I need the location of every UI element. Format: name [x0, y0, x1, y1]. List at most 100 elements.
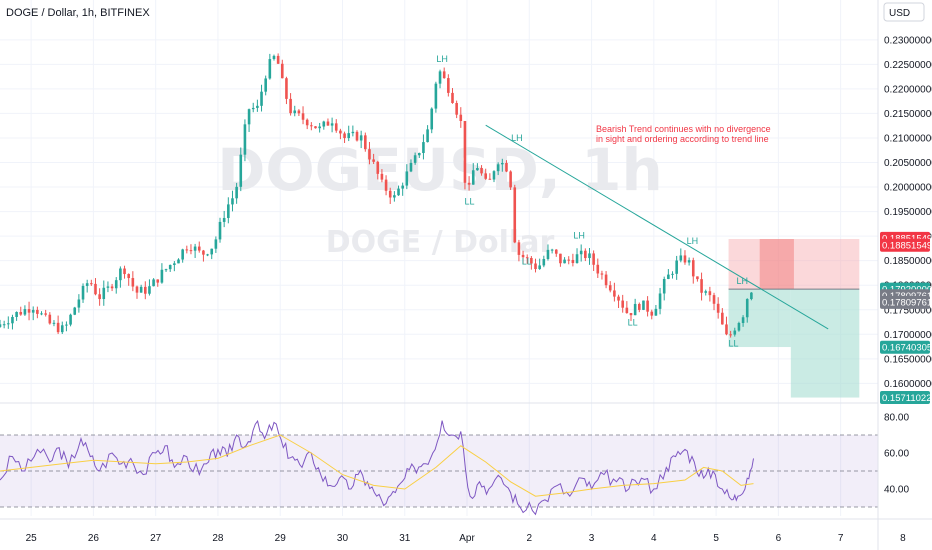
candle-body — [480, 168, 483, 174]
candle-body — [691, 260, 695, 277]
currency-button-label[interactable]: USD — [889, 8, 910, 19]
candle-body — [530, 257, 533, 264]
take-profit-zone-2[interactable] — [790, 289, 860, 398]
candle-body — [44, 313, 47, 315]
price-tag-label[interactable]: 0.18851549 — [882, 241, 932, 252]
candle-body — [401, 185, 404, 189]
price-tick-label[interactable]: 0.17000000 — [884, 330, 932, 341]
candle-body — [496, 164, 500, 172]
price-tag[interactable] — [880, 238, 930, 252]
take-profit-zone-1[interactable] — [728, 289, 791, 348]
candle-body — [334, 123, 338, 131]
swing-label: LH — [573, 231, 585, 241]
candle-body — [417, 153, 421, 156]
rsi-tick-label[interactable]: 40.00 — [884, 485, 909, 496]
price-tick-label[interactable]: 0.20500000 — [884, 158, 932, 169]
analysis-note-line1[interactable]: Bearish Trend continues with no divergen… — [596, 124, 771, 134]
time-tick-label[interactable]: 28 — [212, 533, 224, 544]
candle-body — [231, 198, 234, 205]
price-tag-label[interactable]: 0.15711022 — [882, 393, 932, 404]
time-tick-label[interactable]: 31 — [399, 533, 411, 544]
price-tick-label[interactable]: 0.17500000 — [884, 305, 932, 316]
rsi-axis[interactable]: 80.00 60.00 40.00 — [884, 413, 909, 496]
candle-body — [272, 55, 276, 60]
time-tick-label[interactable]: 26 — [88, 533, 100, 544]
symbol-title[interactable]: DOGE / Dollar, 1h, BITFINEX — [6, 7, 150, 19]
time-tick-label[interactable]: 6 — [776, 533, 782, 544]
candle-body — [177, 259, 180, 264]
time-tick-label[interactable]: 25 — [26, 533, 38, 544]
candle-body — [98, 294, 101, 300]
swing-label: LH — [687, 236, 699, 246]
time-axis[interactable]: 25 26 27 28 29 30 31 Apr 2 3 4 5 6 7 8 — [26, 533, 907, 544]
watermark-ticker: DOGEUSD, 1h — [217, 136, 663, 204]
time-tick-label[interactable]: 29 — [275, 533, 287, 544]
price-tick-label[interactable]: 0.18500000 — [884, 256, 932, 267]
candle-body — [384, 179, 388, 191]
stop-loss-zone-wide[interactable] — [728, 239, 860, 290]
time-tick-label[interactable]: 3 — [589, 533, 595, 544]
candlestick-series — [0, 53, 753, 338]
grid — [0, 0, 904, 516]
price-tick-label[interactable]: 0.16500000 — [884, 354, 932, 365]
currency-button[interactable]: USD — [883, 2, 925, 22]
candle-body — [94, 283, 97, 295]
candle-body — [708, 291, 712, 296]
candle-body — [588, 253, 591, 259]
trend-line[interactable] — [485, 124, 829, 330]
candle-body — [380, 173, 384, 180]
price-tick-label[interactable]: 0.19500000 — [884, 207, 932, 218]
price-tag[interactable] — [880, 391, 930, 405]
candle-body — [372, 159, 375, 162]
time-tick-label[interactable]: Apr — [459, 533, 475, 544]
price-axis[interactable]: 0.23000000 0.22500000 0.22000000 0.21500000… — [880, 35, 932, 405]
candle-body — [422, 142, 425, 154]
price-tag-label[interactable]: 0.17809761 — [882, 298, 932, 309]
analysis-note-line2[interactable]: in sight and ordering according to trend… — [596, 134, 769, 144]
candle-body — [326, 121, 330, 126]
price-tick-label[interactable]: 0.22000000 — [884, 84, 932, 95]
stop-loss-zone-active[interactable] — [759, 239, 794, 290]
candle-body — [31, 309, 35, 313]
candle-body — [11, 316, 14, 324]
time-tick-label[interactable]: 27 — [150, 533, 162, 544]
time-tick-label[interactable]: 2 — [527, 533, 533, 544]
candle-body — [563, 259, 566, 264]
rsi-tick-label[interactable]: 80.00 — [884, 413, 909, 424]
candle-body — [455, 103, 458, 115]
candle-body — [318, 126, 321, 129]
rsi-pane — [0, 419, 878, 516]
price-tick-label[interactable]: 0.16000000 — [884, 379, 932, 390]
time-tick-label[interactable]: 30 — [337, 533, 349, 544]
candle-body — [642, 300, 645, 310]
rsi-ma-line — [0, 434, 754, 497]
price-tag[interactable] — [880, 340, 930, 354]
price-tick-label[interactable]: 0.21500000 — [884, 109, 932, 120]
time-tick-label[interactable]: 5 — [713, 533, 719, 544]
candle-body — [202, 250, 205, 255]
price-tick-label[interactable]: 0.22500000 — [884, 60, 932, 71]
price-tag-label[interactable]: 0.16740305 — [882, 343, 932, 354]
price-tick-label[interactable]: 0.23000000 — [884, 35, 932, 46]
candle-body — [23, 309, 27, 315]
price-tick-label[interactable]: 0.20000000 — [884, 183, 932, 194]
candle-body — [48, 314, 52, 324]
candle-body — [492, 171, 496, 180]
candle-body — [227, 204, 230, 218]
candle-body — [235, 186, 238, 199]
candle-body — [106, 286, 110, 288]
candle-body — [650, 311, 654, 316]
candle-body — [451, 92, 454, 104]
candle-body — [293, 110, 297, 114]
candle-body — [683, 255, 687, 263]
position-zones[interactable] — [728, 239, 860, 398]
candle-body — [65, 324, 68, 326]
time-tick-label[interactable]: 8 — [900, 533, 906, 544]
time-tick-label[interactable]: 4 — [651, 533, 657, 544]
rsi-tick-label[interactable]: 60.00 — [884, 449, 909, 460]
price-tag[interactable] — [880, 295, 930, 309]
price-tick-label[interactable]: 0.21000000 — [884, 133, 932, 144]
candle-body — [206, 254, 209, 256]
time-tick-label[interactable]: 7 — [838, 533, 844, 544]
